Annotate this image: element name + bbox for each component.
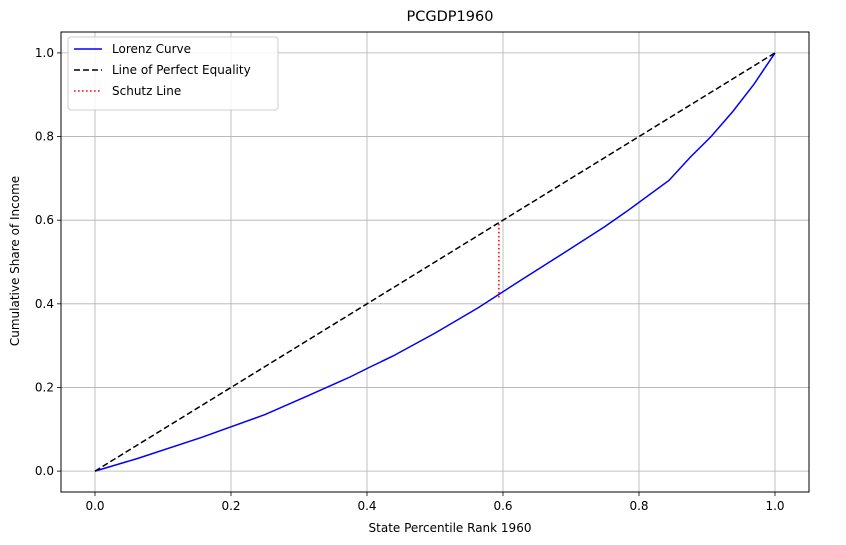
y-tick-label: 0.4	[35, 297, 54, 311]
y-tick-label: 0.0	[35, 464, 54, 478]
x-tick-label: 0.0	[85, 499, 104, 513]
legend-entry: Line of Perfect Equality	[112, 63, 251, 77]
chart-title: PCGDP1960	[407, 9, 494, 25]
legend-entry: Schutz Line	[112, 84, 181, 98]
x-tick-label: 0.6	[493, 499, 512, 513]
y-tick-label: 0.2	[35, 380, 54, 394]
x-tick-label: 0.4	[357, 499, 376, 513]
y-tick-label: 1.0	[35, 46, 54, 60]
axis-ticks: 0.0 0.2 0.4 0.6 0.8 1.0 0.0 0.2 0.4 0.6 0.8 1.0	[35, 46, 785, 513]
plot-frame	[60, 31, 810, 493]
y-tick-label: 0.6	[35, 213, 54, 227]
legend-box	[67, 36, 279, 111]
legend: Lorenz Curve Line of Perfect Equality Schu…	[67, 36, 279, 111]
x-tick-label: 0.8	[629, 499, 648, 513]
legend-entry: Lorenz Curve	[112, 42, 191, 56]
y-axis-label: Cumulative Share of Income	[8, 176, 22, 346]
x-tick-label: 0.2	[221, 499, 240, 513]
series-line-lorenz-curve	[94, 52, 776, 472]
plot-series	[94, 52, 776, 472]
y-tick-label: 0.8	[35, 130, 54, 144]
x-axis-label: State Percentile Rank 1960	[369, 521, 532, 535]
series-line-line-of-perfect-equality	[94, 52, 776, 472]
x-tick-label: 1.0	[765, 499, 784, 513]
